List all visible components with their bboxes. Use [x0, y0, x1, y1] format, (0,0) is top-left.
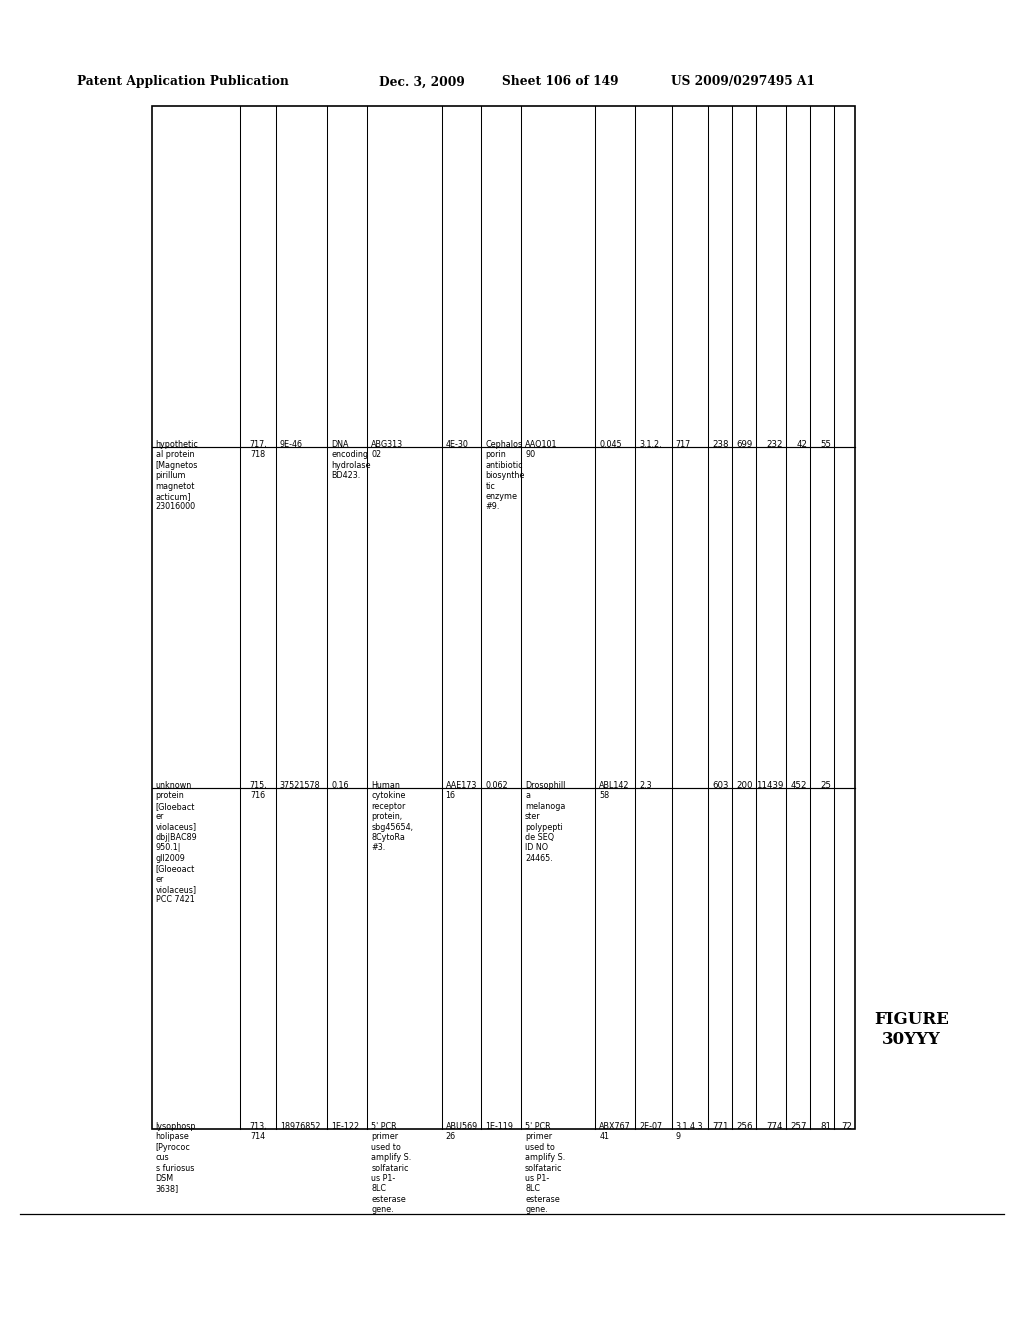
Text: 42: 42 [797, 440, 807, 449]
Text: Cephalos
porin
antibiotic
biosynthe
tic
enzyme
#9.: Cephalos porin antibiotic biosynthe tic … [485, 440, 524, 511]
Text: 238: 238 [713, 440, 729, 449]
Text: Sheet 106 of 149: Sheet 106 of 149 [502, 75, 618, 88]
Text: AAE173
16: AAE173 16 [445, 781, 477, 800]
Text: US 2009/0297495 A1: US 2009/0297495 A1 [671, 75, 815, 88]
Text: Dec. 3, 2009: Dec. 3, 2009 [379, 75, 465, 88]
Text: 713,
714: 713, 714 [249, 1122, 266, 1142]
Text: ABL142
58: ABL142 58 [599, 781, 630, 800]
Text: 3.1.4.3
9: 3.1.4.3 9 [676, 1122, 703, 1142]
Text: lysophosp
holipase
[Pyrococ
cus
s furiosus
DSM
3638]: lysophosp holipase [Pyrococ cus s furios… [156, 1122, 197, 1193]
Text: 3.1.2.: 3.1.2. [639, 440, 662, 449]
Text: 257: 257 [791, 1122, 807, 1131]
Text: unknown
protein
[Gloebact
er
violaceus]
dbj|BAC89
950.1|
gll2009
[Gloeoact
er
vi: unknown protein [Gloebact er violaceus] … [156, 781, 198, 904]
Text: FIGURE
30YYY: FIGURE 30YYY [873, 1011, 949, 1048]
Text: 1E-119: 1E-119 [485, 1122, 513, 1131]
Text: ABU569
26: ABU569 26 [445, 1122, 478, 1142]
Text: 256: 256 [736, 1122, 753, 1131]
Text: ABX767
41: ABX767 41 [599, 1122, 631, 1142]
Text: 4E-30: 4E-30 [445, 440, 469, 449]
Text: Patent Application Publication: Patent Application Publication [77, 75, 289, 88]
Text: 2E-07: 2E-07 [639, 1122, 663, 1131]
Text: 200: 200 [736, 781, 753, 789]
Text: 0.16: 0.16 [332, 781, 349, 789]
Text: 37521578: 37521578 [280, 781, 321, 789]
Text: 55: 55 [820, 440, 831, 449]
Text: 0.062: 0.062 [485, 781, 508, 789]
Text: 9E-46: 9E-46 [280, 440, 303, 449]
Text: 774: 774 [767, 1122, 783, 1131]
Text: 0.045: 0.045 [599, 440, 622, 449]
Text: 25: 25 [820, 781, 831, 789]
Text: 1E-122: 1E-122 [332, 1122, 359, 1131]
Text: 715,
716: 715, 716 [249, 781, 266, 800]
Text: ABG313
02: ABG313 02 [372, 440, 403, 459]
Text: Human
cytokine
receptor
protein,
sbg45654,
8CytoRa
#3.: Human cytokine receptor protein, sbg4565… [372, 781, 414, 853]
Text: 771: 771 [713, 1122, 729, 1131]
Text: Drosophill
a
melanoga
ster
polypepti
de SEQ
ID NO
24465.: Drosophill a melanoga ster polypepti de … [525, 781, 565, 863]
Bar [152, 106, 855, 1129]
Text: 11439: 11439 [756, 781, 783, 789]
Text: 2.3: 2.3 [639, 781, 651, 789]
Text: 717: 717 [676, 440, 691, 449]
Text: 232: 232 [767, 440, 783, 449]
Text: 5' PCR
primer
used to
amplify S.
solfataric
us P1-
8LC
esterase
gene.: 5' PCR primer used to amplify S. solfata… [372, 1122, 412, 1214]
Text: 699: 699 [736, 440, 753, 449]
Text: hypothetic
al protein
[Magnetos
pirillum
magnetot
acticum]
23016000: hypothetic al protein [Magnetos pirillum… [156, 440, 199, 511]
Text: 452: 452 [791, 781, 807, 789]
Text: 5' PCR
primer
used to
amplify S.
solfataric
us P1-
8LC
esterase
gene.: 5' PCR primer used to amplify S. solfata… [525, 1122, 565, 1214]
Text: 81: 81 [820, 1122, 831, 1131]
Text: DNA
encoding
hydrolase
BD423.: DNA encoding hydrolase BD423. [332, 440, 371, 480]
Text: 72: 72 [841, 1122, 852, 1131]
Text: AAQ101
90: AAQ101 90 [525, 440, 557, 459]
Text: 18976852: 18976852 [280, 1122, 321, 1131]
Text: 603: 603 [713, 781, 729, 789]
Text: 717,
718: 717, 718 [249, 440, 266, 459]
